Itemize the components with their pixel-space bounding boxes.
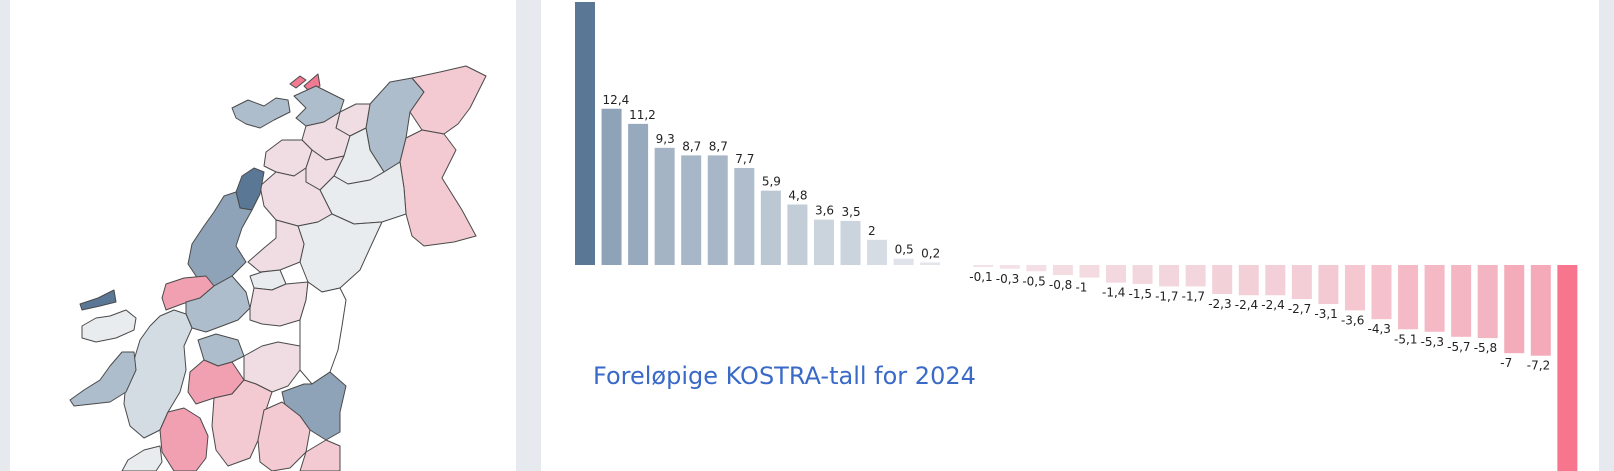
bar-value-label: 5,9 bbox=[762, 175, 781, 189]
bar-value-label: -5,1 bbox=[1394, 332, 1417, 346]
region-island-top[interactable] bbox=[289, 75, 307, 89]
bar[interactable] bbox=[654, 147, 675, 265]
bar-value-label: -5,7 bbox=[1447, 340, 1470, 354]
bar-value-label: 0,2 bbox=[921, 246, 940, 260]
bar-value-label: -1,7 bbox=[1182, 289, 1205, 303]
bar[interactable] bbox=[1079, 265, 1100, 278]
bar[interactable] bbox=[1159, 265, 1180, 287]
bar[interactable] bbox=[734, 167, 755, 265]
bar-value-label: 8,7 bbox=[709, 139, 728, 153]
bar-value-label: -2,4 bbox=[1261, 298, 1284, 312]
bar-value-label: -0,3 bbox=[996, 272, 1019, 286]
bar[interactable] bbox=[1265, 265, 1286, 296]
bar[interactable] bbox=[999, 265, 1020, 269]
bar[interactable] bbox=[1557, 265, 1578, 471]
bar-chart: Foreløpige KOSTRA-tall for 2024 12,411,2… bbox=[575, 2, 1578, 471]
bar[interactable] bbox=[1398, 265, 1419, 330]
region-c2[interactable] bbox=[259, 167, 333, 227]
bar-value-label: -5,3 bbox=[1421, 335, 1444, 349]
bar[interactable] bbox=[760, 190, 781, 265]
region-c7[interactable] bbox=[299, 281, 347, 385]
region-c6[interactable] bbox=[249, 281, 309, 327]
bar[interactable] bbox=[1212, 265, 1233, 294]
region-s-grey[interactable] bbox=[121, 445, 163, 471]
bar[interactable] bbox=[1318, 265, 1339, 305]
bar[interactable] bbox=[1106, 265, 1126, 283]
bar[interactable] bbox=[601, 108, 622, 265]
bar-value-label: -3,1 bbox=[1314, 307, 1337, 321]
bar[interactable] bbox=[840, 220, 861, 265]
bar-value-label: -1,4 bbox=[1102, 286, 1125, 300]
region-c4[interactable] bbox=[247, 219, 305, 273]
region-ne-far[interactable] bbox=[409, 65, 487, 135]
bar-value-label: -2,4 bbox=[1235, 298, 1258, 312]
bar-value-label: -1,7 bbox=[1155, 289, 1178, 303]
region-s-pink[interactable] bbox=[159, 407, 209, 471]
region-w-island[interactable] bbox=[81, 309, 137, 343]
bar[interactable] bbox=[1451, 265, 1472, 337]
bar-value-label: -1 bbox=[1075, 281, 1087, 295]
bar[interactable] bbox=[867, 239, 888, 265]
bar[interactable] bbox=[1344, 265, 1365, 311]
bar-value-label: -1,5 bbox=[1129, 287, 1152, 301]
bar[interactable] bbox=[1238, 265, 1259, 296]
bar-value-label: -7,2 bbox=[1527, 359, 1550, 373]
bar-value-label: -5,8 bbox=[1474, 341, 1497, 355]
bar[interactable] bbox=[1504, 265, 1525, 354]
region-w-small[interactable] bbox=[79, 289, 117, 311]
bar[interactable] bbox=[1424, 265, 1445, 332]
bar[interactable] bbox=[1026, 265, 1047, 272]
bar[interactable] bbox=[681, 155, 702, 265]
bar[interactable] bbox=[628, 123, 649, 265]
bar-value-label: 11,2 bbox=[629, 108, 656, 122]
bar[interactable] bbox=[1291, 265, 1312, 300]
region-coast-north[interactable] bbox=[231, 97, 291, 129]
bar-value-label: -7 bbox=[1500, 356, 1512, 370]
bar-value-label: -2,7 bbox=[1288, 302, 1311, 316]
bar-value-label: 12,4 bbox=[603, 93, 630, 107]
bar[interactable] bbox=[1052, 265, 1073, 276]
bar[interactable] bbox=[973, 265, 994, 267]
bar[interactable] bbox=[1371, 265, 1392, 320]
bar-value-label: -0,1 bbox=[969, 270, 992, 284]
region-s-far[interactable] bbox=[299, 439, 341, 471]
bar-value-label: 9,3 bbox=[656, 132, 675, 146]
bar[interactable] bbox=[813, 219, 834, 265]
region-east-far[interactable] bbox=[399, 129, 477, 247]
bar[interactable] bbox=[1132, 265, 1153, 284]
bar-value-label: -0,8 bbox=[1049, 278, 1072, 292]
bar-value-label: 2 bbox=[868, 224, 876, 238]
bar-value-label: 4,8 bbox=[788, 189, 807, 203]
municipality-map bbox=[69, 65, 487, 471]
bar-value-label: 7,7 bbox=[735, 152, 754, 166]
region-coast-1[interactable] bbox=[235, 167, 265, 211]
bar-chart-panel: Foreløpige KOSTRA-tall for 2024 12,4 11,2… bbox=[541, 0, 1599, 471]
chart-subtitle: Foreløpige KOSTRA-tall for 2024 bbox=[593, 362, 976, 390]
region-w-big[interactable] bbox=[123, 309, 193, 439]
bar[interactable] bbox=[1185, 265, 1206, 287]
bar-value-label: -2,3 bbox=[1208, 297, 1231, 311]
bar[interactable] bbox=[1477, 265, 1498, 339]
bar[interactable] bbox=[1530, 265, 1551, 356]
bar[interactable] bbox=[920, 262, 941, 265]
bar-value-label: 0,5 bbox=[895, 243, 914, 257]
region-c3[interactable] bbox=[297, 213, 383, 293]
bar[interactable] bbox=[893, 258, 914, 265]
bar[interactable] bbox=[707, 155, 728, 265]
municipality-map-panel bbox=[10, 0, 516, 471]
bar-value-label: -0,5 bbox=[1022, 274, 1045, 288]
bar-value-label: 3,6 bbox=[815, 204, 834, 218]
bar[interactable] bbox=[575, 2, 595, 265]
bar-value-label: 8,7 bbox=[682, 139, 701, 153]
bar[interactable] bbox=[787, 204, 808, 265]
bar-value-label: 3,5 bbox=[842, 205, 861, 219]
bar-value-label: -3,6 bbox=[1341, 313, 1364, 327]
region-s2[interactable] bbox=[257, 401, 311, 471]
region-w-coast[interactable] bbox=[69, 351, 137, 407]
bar-value-label: -4,3 bbox=[1368, 322, 1391, 336]
